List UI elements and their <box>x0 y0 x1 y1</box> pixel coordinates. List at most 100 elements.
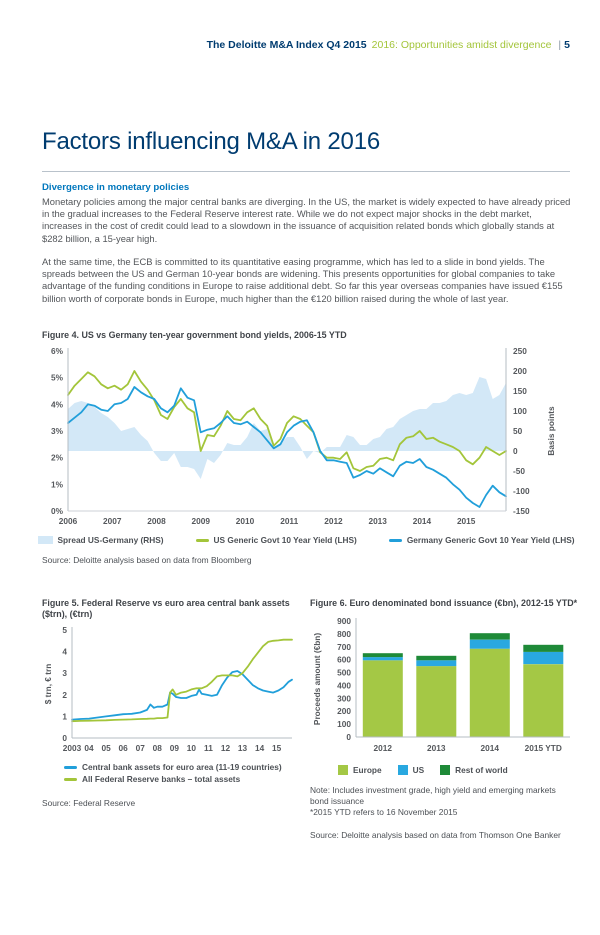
svg-text:2006: 2006 <box>59 516 78 526</box>
report-title: The Deloitte M&A Index Q4 2015 <box>206 39 367 51</box>
svg-text:300: 300 <box>337 693 351 703</box>
figure-6-source: Source: Deloitte analysis based on data … <box>310 830 561 840</box>
legend-label: Spread US-Germany (RHS) <box>57 535 164 545</box>
figure-4-source: Source: Deloitte analysis based on data … <box>42 555 252 565</box>
svg-text:150: 150 <box>513 386 527 396</box>
legend-label: Europe <box>353 765 382 775</box>
svg-text:2015: 2015 <box>457 516 476 526</box>
legend-label: US <box>412 765 425 775</box>
legend-label: Germany Generic Govt 10 Year Yield (LHS) <box>406 535 575 545</box>
svg-text:11: 11 <box>204 743 213 753</box>
svg-text:2012: 2012 <box>324 516 343 526</box>
svg-text:2007: 2007 <box>103 516 122 526</box>
title-divider <box>42 171 570 172</box>
figure-6: Figure 6. Euro denominated bond issuance… <box>310 598 582 840</box>
svg-text:1%: 1% <box>51 479 64 489</box>
svg-text:100: 100 <box>513 406 527 416</box>
svg-text:2015 YTD: 2015 YTD <box>525 743 562 753</box>
svg-text:2011: 2011 <box>280 516 298 526</box>
svg-text:700: 700 <box>337 642 351 652</box>
svg-text:100: 100 <box>337 719 351 729</box>
figure-5-legend: Central bank assets for euro area (11-19… <box>64 762 300 784</box>
svg-text:08: 08 <box>153 743 163 753</box>
svg-text:09: 09 <box>170 743 180 753</box>
svg-text:Proceeds amount (€bn): Proceeds amount (€bn) <box>312 633 322 725</box>
svg-text:2013: 2013 <box>368 516 387 526</box>
legend-area-swatch <box>37 536 53 544</box>
svg-text:$ trn, € trn: $ trn, € trn <box>43 664 53 705</box>
figure-5-title: Figure 5. Federal Reserve vs euro area c… <box>42 598 300 620</box>
figure-6-title: Figure 6. Euro denominated bond issuance… <box>310 598 578 608</box>
figure-5: Figure 5. Federal Reserve vs euro area c… <box>42 598 300 808</box>
svg-text:-100: -100 <box>513 486 530 496</box>
svg-text:200: 200 <box>513 366 527 376</box>
header-separator: | <box>558 39 562 51</box>
svg-text:4: 4 <box>62 647 67 657</box>
figure-5-title-line2: ($trn), (€trn) <box>42 609 93 619</box>
figure-4-legend: Spread US-Germany (RHS) US Generic Govt 1… <box>37 535 575 545</box>
svg-text:Basis points: Basis points <box>546 406 556 456</box>
page-number: 5 <box>564 39 570 51</box>
svg-text:4%: 4% <box>51 399 64 409</box>
svg-text:900: 900 <box>337 616 351 626</box>
svg-text:15: 15 <box>272 743 282 753</box>
body-paragraph: At the same time, the ECB is committed t… <box>42 256 563 304</box>
figure-6-legend: Europe US Rest of world <box>338 765 582 775</box>
legend-line-swatch <box>64 777 77 781</box>
svg-text:600: 600 <box>337 655 351 665</box>
svg-text:2010: 2010 <box>236 516 255 526</box>
svg-text:200: 200 <box>337 706 351 716</box>
svg-text:06: 06 <box>119 743 129 753</box>
section-heading: Divergence in monetary policies <box>42 182 190 193</box>
figure-6-note: Note: Includes investment grade, high yi… <box>310 785 556 806</box>
svg-text:14: 14 <box>255 743 265 753</box>
legend-item: Central bank assets for euro area (11-19… <box>64 762 300 772</box>
svg-text:2014: 2014 <box>413 516 432 526</box>
legend-line-swatch <box>388 538 402 542</box>
svg-text:500: 500 <box>337 668 351 678</box>
legend-label: All Federal Reserve banks – total assets <box>82 774 241 784</box>
svg-text:5: 5 <box>62 625 67 635</box>
svg-text:2%: 2% <box>51 453 64 463</box>
svg-text:2: 2 <box>62 690 67 700</box>
svg-text:800: 800 <box>337 629 351 639</box>
svg-text:3: 3 <box>62 668 67 678</box>
figure-6-note-asterisk: *2015 YTD refers to 16 November 2015 <box>310 807 458 817</box>
svg-text:2014: 2014 <box>481 743 500 753</box>
svg-text:04: 04 <box>84 743 94 753</box>
svg-text:0: 0 <box>62 733 67 743</box>
legend-item: Rest of world <box>440 765 508 775</box>
legend-square-swatch <box>397 765 408 775</box>
figure-4-title: Figure 4. US vs Germany ten-year governm… <box>42 330 347 340</box>
svg-text:2003: 2003 <box>63 743 82 753</box>
figure-4: Figure 4. US vs Germany ten-year governm… <box>37 330 575 565</box>
body-paragraph: Monetary policies among the major centra… <box>42 196 571 244</box>
svg-text:2009: 2009 <box>191 516 210 526</box>
svg-text:250: 250 <box>513 346 527 356</box>
svg-text:12: 12 <box>221 743 231 753</box>
svg-text:05: 05 <box>101 743 111 753</box>
svg-text:3%: 3% <box>51 426 64 436</box>
legend-label: Rest of world <box>455 765 508 775</box>
legend-item: Europe <box>338 765 382 775</box>
legend-square-swatch <box>338 765 348 775</box>
svg-text:5%: 5% <box>51 373 64 383</box>
legend-item: Germany Generic Govt 10 Year Yield (LHS) <box>388 535 575 545</box>
legend-item: Spread US-Germany (RHS) <box>37 535 164 545</box>
svg-text:0: 0 <box>513 446 518 456</box>
svg-text:10: 10 <box>187 743 197 753</box>
svg-text:400: 400 <box>337 680 351 690</box>
figure-6-chart: 2012 2013 2014 2015 YTD 0 100 200 300 400 500 600 7… <box>312 616 570 753</box>
legend-line-swatch <box>64 765 77 769</box>
legend-item: US Generic Govt 10 Year Yield (LHS) <box>195 535 357 545</box>
legend-item: US <box>397 765 425 775</box>
svg-text:6%: 6% <box>51 346 64 356</box>
legend-square-swatch <box>440 765 451 775</box>
legend-item: All Federal Reserve banks – total assets <box>64 774 300 784</box>
svg-text:2008: 2008 <box>147 516 166 526</box>
figure-5-title-line1: Figure 5. Federal Reserve vs euro area c… <box>42 598 290 608</box>
page-header: The Deloitte M&A Index Q4 2015 2016: Oppo… <box>0 39 570 51</box>
legend-label: Central bank assets for euro area (11-19… <box>82 762 282 772</box>
